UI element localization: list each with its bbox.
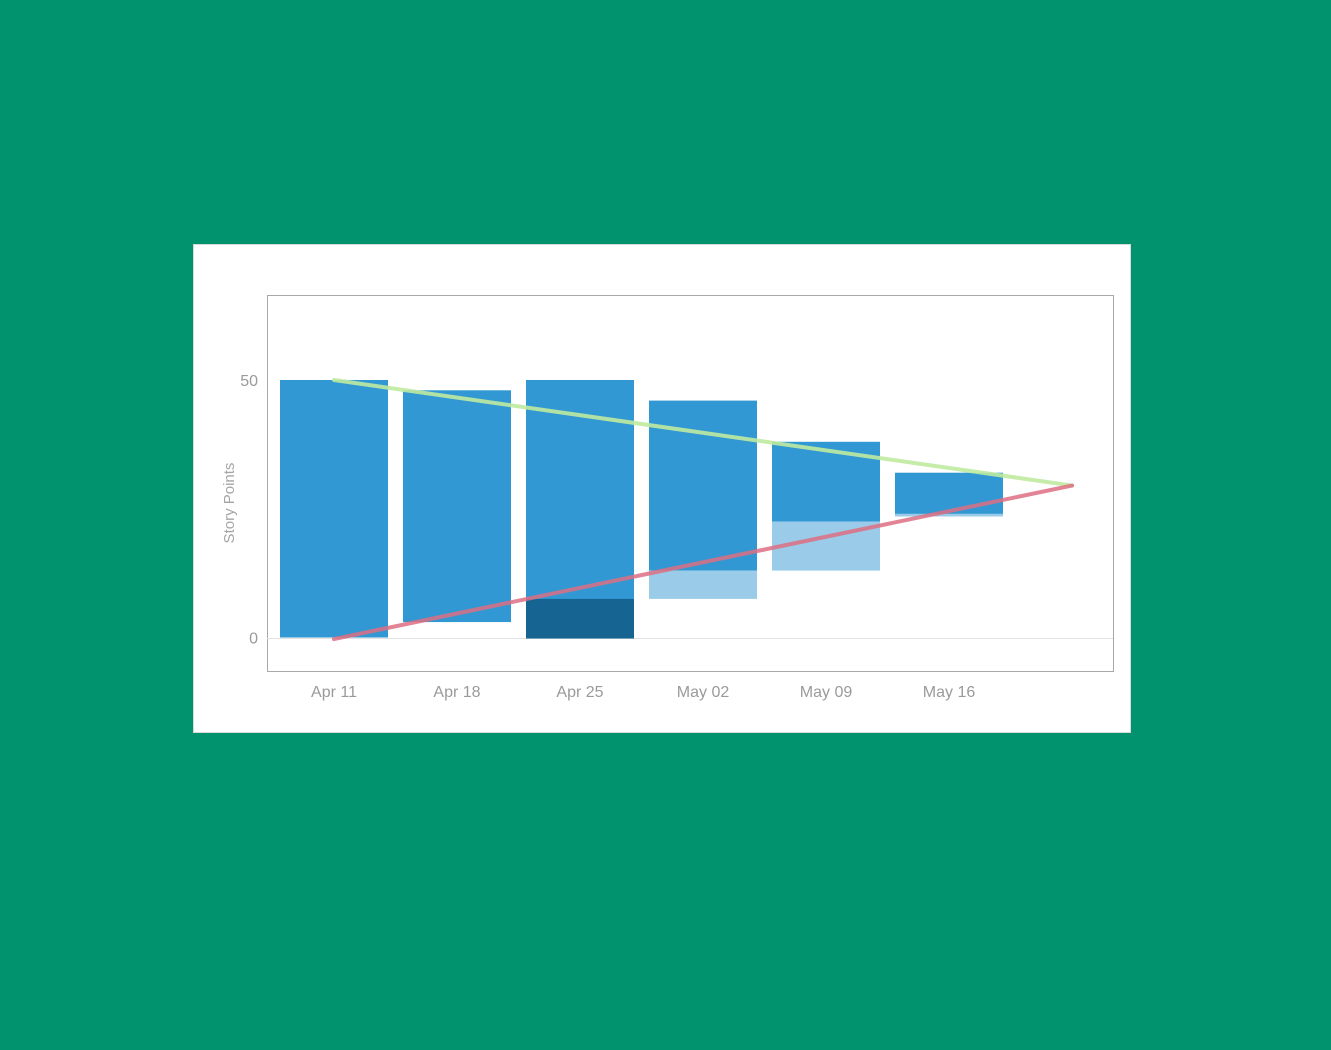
bar-light-segment — [649, 570, 757, 599]
y-tick-label: 50 — [240, 373, 258, 390]
bar-light-segment — [895, 513, 1003, 517]
plot-area-frame — [267, 295, 1114, 672]
x-tick-label: Apr 11 — [311, 684, 357, 701]
x-tick-label: May 09 — [800, 684, 853, 701]
x-tick-label: May 16 — [923, 684, 976, 701]
x-tick-label: May 02 — [677, 684, 730, 701]
x-tick-label: Apr 25 — [556, 684, 603, 701]
bars-layer — [280, 379, 1003, 639]
bar-remaining — [895, 472, 1003, 514]
lines-layer — [332, 377, 1074, 642]
chart-card: Apr 11 Apr 18 Apr 25 May 02 May 09 May 16 0 50 … — [193, 244, 1131, 733]
chart-svg: Apr 11 Apr 18 Apr 25 May 02 May 09 May 16050 … — [221, 295, 1114, 701]
y-axis-title: Story Points — [221, 463, 238, 544]
completed-trend-line — [332, 483, 1074, 642]
bar-remaining — [280, 379, 388, 638]
bar-dark-segment — [526, 598, 634, 639]
y-tick-label: 0 — [249, 631, 258, 648]
x-tick-label: Apr 18 — [433, 684, 480, 701]
ticks-layer: Apr 11 Apr 18 Apr 25 May 02 May 09 May 16 0 50 — [240, 373, 975, 701]
ideal-trend-line — [332, 377, 1074, 488]
bar-remaining — [403, 390, 511, 623]
